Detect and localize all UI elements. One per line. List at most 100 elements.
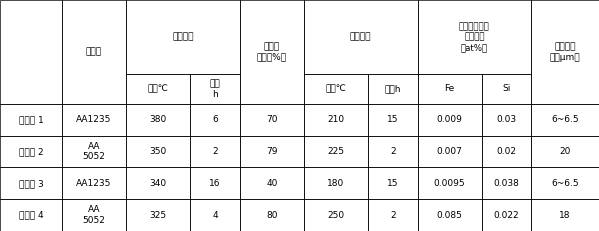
Text: 15: 15 [387, 179, 398, 188]
Text: 6: 6 [212, 115, 218, 124]
Bar [418, 104, 482, 136]
Bar [418, 74, 482, 104]
Bar [482, 167, 531, 199]
Bar [368, 136, 418, 167]
Bar [190, 104, 240, 136]
Text: 0.03: 0.03 [497, 115, 516, 124]
Bar [240, 0, 304, 104]
Text: 15: 15 [387, 115, 398, 124]
Bar [531, 199, 599, 231]
Bar [304, 167, 368, 199]
Bar [304, 74, 368, 104]
Bar [240, 136, 304, 167]
Bar [62, 104, 126, 136]
Text: 时间h: 时间h [385, 85, 401, 93]
Text: 铝合金: 铝合金 [86, 48, 102, 56]
Text: 0.007: 0.007 [437, 147, 462, 156]
Text: 18: 18 [559, 211, 571, 220]
Text: 0.085: 0.085 [437, 211, 462, 220]
Bar [304, 199, 368, 231]
Bar [240, 104, 304, 136]
Text: 70: 70 [266, 115, 277, 124]
Bar [126, 104, 190, 136]
Text: 2: 2 [212, 147, 218, 156]
Text: 210: 210 [328, 115, 344, 124]
Bar [304, 136, 368, 167]
Bar [126, 0, 240, 74]
Bar [62, 0, 126, 104]
Bar [368, 104, 418, 136]
Text: 380: 380 [150, 115, 167, 124]
Bar [126, 136, 190, 167]
Bar [418, 167, 482, 199]
Bar [240, 199, 304, 231]
Bar [0, 0, 62, 104]
Text: Fe: Fe [444, 85, 455, 93]
Text: 实施例 1: 实施例 1 [19, 115, 43, 124]
Text: 350: 350 [150, 147, 167, 156]
Text: 250: 250 [328, 211, 344, 220]
Bar [0, 136, 62, 167]
Bar [304, 104, 368, 136]
Bar [368, 167, 418, 199]
Text: Si: Si [503, 85, 510, 93]
Bar [482, 104, 531, 136]
Text: 实施例 2: 实施例 2 [19, 147, 43, 156]
Bar [482, 136, 531, 167]
Text: 处理后基体中
杂质含量
（at%）: 处理后基体中 杂质含量 （at%） [459, 22, 490, 52]
Bar [531, 104, 599, 136]
Bar [126, 74, 190, 104]
Text: 0.02: 0.02 [497, 147, 516, 156]
Text: 4: 4 [212, 211, 218, 220]
Text: 实施例 3: 实施例 3 [19, 179, 43, 188]
Bar [482, 74, 531, 104]
Bar [240, 167, 304, 199]
Bar [0, 104, 62, 136]
Text: AA1235: AA1235 [76, 115, 111, 124]
Text: 340: 340 [150, 179, 167, 188]
Bar [531, 167, 599, 199]
Text: 6~6.5: 6~6.5 [551, 115, 579, 124]
Text: 20: 20 [559, 147, 571, 156]
Text: 6~6.5: 6~6.5 [551, 179, 579, 188]
Bar [531, 0, 599, 104]
Bar [190, 167, 240, 199]
Bar [126, 167, 190, 199]
Text: AA
5052: AA 5052 [83, 142, 105, 161]
Bar [0, 199, 62, 231]
Bar [62, 167, 126, 199]
Text: 16: 16 [209, 179, 220, 188]
Bar [190, 136, 240, 167]
Text: AA
5052: AA 5052 [83, 205, 105, 225]
Text: 冷轧变
形量（%）: 冷轧变 形量（%） [257, 42, 287, 62]
Text: 可冷轧厕
度（μm）: 可冷轧厕 度（μm） [550, 42, 580, 62]
Bar [368, 199, 418, 231]
Bar [368, 74, 418, 104]
Text: 补充退火: 补充退火 [350, 33, 371, 41]
Bar [62, 199, 126, 231]
Bar [62, 136, 126, 167]
Text: AA1235: AA1235 [76, 179, 111, 188]
Bar [482, 199, 531, 231]
Text: 0.009: 0.009 [437, 115, 462, 124]
Bar [418, 136, 482, 167]
Text: 80: 80 [266, 211, 277, 220]
Text: 2: 2 [390, 211, 395, 220]
Bar [0, 167, 62, 199]
Text: 温度℃: 温度℃ [325, 85, 346, 93]
Bar [190, 74, 240, 104]
Text: 时间
h: 时间 h [210, 79, 220, 99]
Bar [304, 0, 418, 74]
Bar [531, 136, 599, 167]
Text: 225: 225 [328, 147, 344, 156]
Text: 实施例 4: 实施例 4 [19, 211, 43, 220]
Text: 180: 180 [327, 179, 344, 188]
Bar [190, 199, 240, 231]
Text: 首次退火: 首次退火 [172, 33, 193, 41]
Bar [418, 0, 531, 74]
Text: 温度℃: 温度℃ [148, 85, 168, 93]
Bar [126, 199, 190, 231]
Bar [418, 199, 482, 231]
Text: 40: 40 [266, 179, 277, 188]
Text: 325: 325 [150, 211, 167, 220]
